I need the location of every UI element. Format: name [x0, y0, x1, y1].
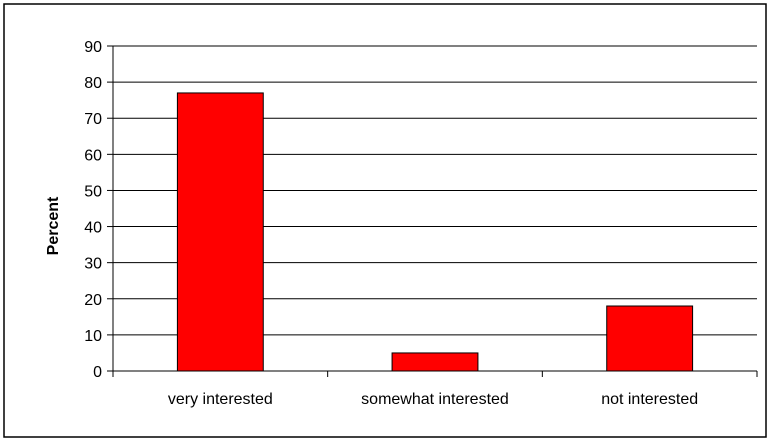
- bar-somewhat-interested: [391, 352, 479, 372]
- y-tick-label: 90: [84, 39, 102, 56]
- bar-very-interested: [176, 92, 264, 372]
- chart-frame: [3, 3, 767, 438]
- y-tick-label: 70: [84, 111, 102, 128]
- bar-not-interested: [606, 305, 694, 372]
- y-tick-labels: 0 10 20 30 40 50 60 70 80 90: [84, 39, 102, 381]
- y-tick-label: 40: [84, 220, 102, 237]
- y-tick-label: 10: [84, 328, 102, 345]
- x-category-label: not interested: [601, 391, 698, 408]
- y-axis-label: Percent: [45, 196, 62, 255]
- y-tick-label: 80: [84, 75, 102, 92]
- y-tick-label: 60: [84, 147, 102, 164]
- y-tick-label: 20: [84, 292, 102, 309]
- x-category-labels: very interested somewhat interested not in…: [168, 391, 698, 408]
- y-tick-label: 0: [93, 364, 102, 381]
- x-category-label: somewhat interested: [361, 391, 509, 408]
- y-tick-label: 30: [84, 256, 102, 273]
- bars: [176, 92, 694, 372]
- axes: [107, 45, 758, 377]
- x-category-label: very interested: [168, 391, 273, 408]
- y-tick-label: 50: [84, 183, 102, 200]
